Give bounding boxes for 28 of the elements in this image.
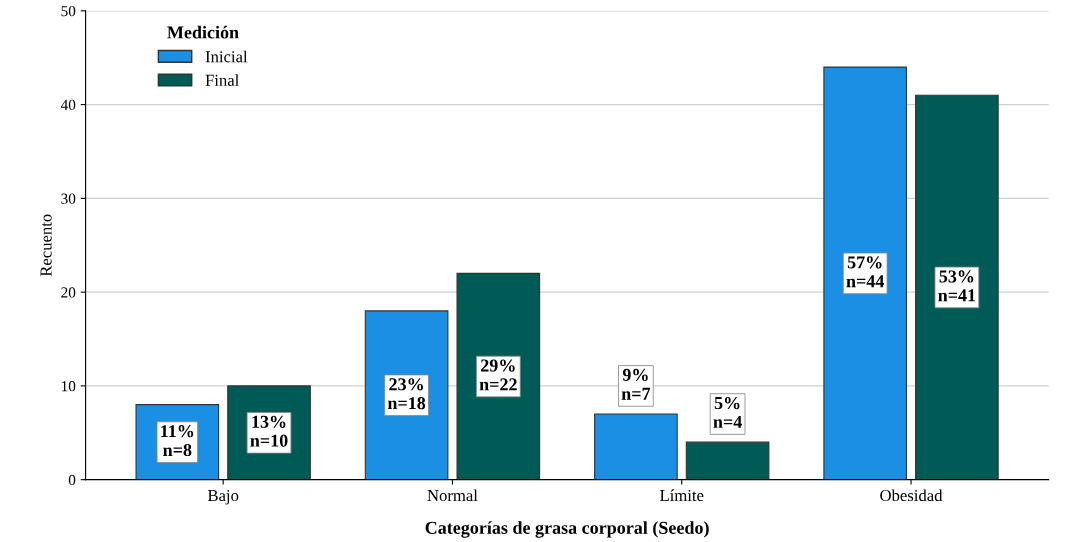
bar bbox=[594, 413, 678, 480]
y-tick-label: 20 bbox=[61, 287, 76, 298]
data-label: 23% n=18 bbox=[387, 378, 426, 410]
x-tick-label: Obesidad bbox=[880, 489, 943, 502]
bar bbox=[685, 441, 770, 480]
bar bbox=[456, 272, 541, 480]
legend-label: Inicial bbox=[205, 50, 248, 63]
data-label: 53% n=41 bbox=[938, 270, 976, 302]
legend-title: Medición bbox=[167, 25, 239, 39]
y-tick-label: 0 bbox=[68, 474, 76, 486]
y-tick-label: 30 bbox=[61, 193, 76, 204]
y-tick-label: 50 bbox=[61, 5, 76, 17]
x-tick-label: Límite bbox=[660, 489, 704, 502]
y-tick-label: 40 bbox=[60, 99, 76, 111]
legend-label: Final bbox=[205, 74, 239, 86]
data-label: 29% n=22 bbox=[479, 359, 517, 391]
bar bbox=[915, 94, 999, 480]
data-label: 5% n=4 bbox=[713, 396, 742, 428]
data-label: 9% n=7 bbox=[621, 368, 651, 400]
data-label: 11% n=8 bbox=[161, 425, 194, 457]
x-tick-label: Normal bbox=[427, 489, 478, 502]
bar bbox=[823, 66, 907, 480]
data-label: 13% n=10 bbox=[250, 415, 288, 447]
y-axis-title: Recuento bbox=[40, 214, 52, 277]
x-tick-label: Bajo bbox=[207, 489, 239, 505]
x-axis-title: Categorías de grasa corporal (Seedo) bbox=[425, 521, 709, 538]
y-tick-label: 10 bbox=[61, 381, 76, 392]
data-label: 57% n=44 bbox=[846, 256, 885, 288]
